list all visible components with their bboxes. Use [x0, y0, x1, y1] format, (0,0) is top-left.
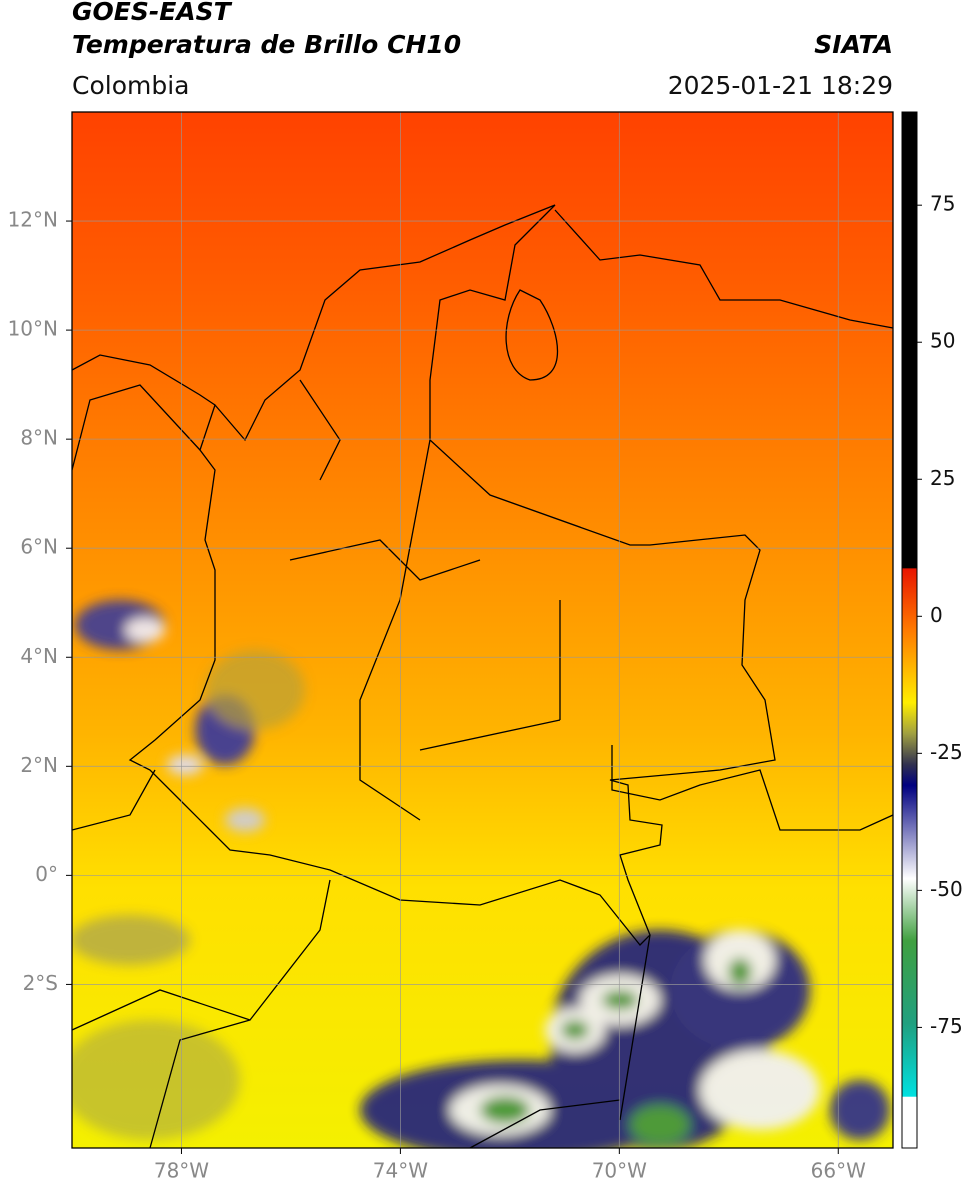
y-tick-label: 0°	[35, 862, 58, 886]
y-tick-label: 4°N	[20, 644, 58, 668]
colorbar-tick-label: 0	[930, 603, 943, 627]
y-tick-label: 12°N	[8, 208, 58, 232]
colorbar	[901, 111, 918, 1149]
map-image	[72, 112, 893, 1148]
y-tick-label: 10°N	[8, 317, 58, 341]
title: GOES-EAST	[72, 0, 233, 26]
y-tick-label: 6°N	[20, 535, 58, 559]
colorbar-tick-label: 75	[930, 192, 955, 216]
other-borders	[469, 600, 893, 1148]
x-tick-label: 66°W	[811, 1159, 866, 1183]
colorbar-tick-label: 25	[930, 466, 955, 490]
y-tick-label: 8°N	[20, 426, 58, 450]
y-tick-label: 2°S	[23, 971, 58, 995]
subtitle: Temperatura de Brillo CH10	[72, 30, 461, 59]
colorbar-tick-label: -75	[930, 1014, 963, 1038]
map-frame	[71, 111, 894, 1149]
x-tick-label: 78°W	[154, 1159, 209, 1183]
grid	[72, 112, 893, 1148]
ecuador-peru-borders	[72, 769, 331, 1148]
colorbar-tick-label: 50	[930, 329, 955, 353]
x-tick-label: 74°W	[373, 1159, 428, 1183]
panama-coast	[72, 354, 216, 471]
source: SIATA	[814, 30, 893, 59]
y-tick-label: 2°N	[20, 753, 58, 777]
lake-maracaibo	[505, 289, 559, 381]
x-tick-label: 70°W	[592, 1159, 647, 1183]
datetime: 2025-01-21 18:29	[668, 71, 893, 100]
region: Colombia	[72, 71, 189, 100]
colorbar-tick-label: -50	[930, 877, 963, 901]
colorbar-tick-label: -25	[930, 740, 963, 764]
